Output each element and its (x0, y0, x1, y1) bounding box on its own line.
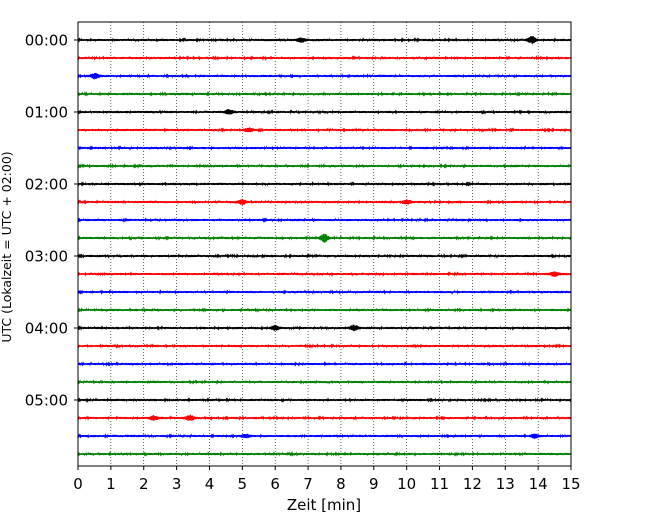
seismic-trace-23 (77, 451, 572, 457)
x-tick-label: 1 (106, 475, 116, 493)
seismic-traces (77, 36, 572, 457)
y-tick-label: 00:00 (25, 32, 68, 50)
y-tick-label: 04:00 (25, 320, 68, 338)
seismic-trace-8 (77, 181, 572, 187)
x-tick-label: 6 (270, 475, 280, 493)
x-tick-label: 5 (238, 475, 248, 493)
x-tick-label: 13 (496, 475, 515, 493)
seismic-trace-1 (77, 55, 572, 61)
x-tick-label: 15 (561, 475, 580, 493)
vertical-grid (110, 22, 539, 466)
seismic-trace-11 (77, 233, 572, 243)
x-tick-label: 3 (172, 475, 182, 493)
plot-frame (77, 21, 572, 467)
x-tick-label: 10 (397, 475, 416, 493)
seismic-trace-13 (77, 271, 572, 277)
x-tick-label: 0 (73, 475, 83, 493)
x-tick-label: 4 (205, 475, 215, 493)
seismic-trace-14 (77, 289, 572, 295)
seismic-trace-16 (77, 324, 572, 332)
x-tick-label: 12 (463, 475, 482, 493)
seismic-trace-6 (77, 145, 572, 151)
x-tick-label: 7 (303, 475, 313, 493)
seismic-trace-12 (77, 253, 572, 259)
seismic-trace-9 (77, 199, 572, 206)
seismic-trace-3 (77, 91, 572, 97)
y-tick-label: 01:00 (25, 104, 68, 122)
x-tick-label: 11 (430, 475, 449, 493)
axis-ticks: 0 1 2 3 4 5 6 7 8 9 10 11 12 13 14 1500:0001:0002:0003:… (25, 32, 581, 494)
x-tick-label: 14 (529, 475, 548, 493)
seismic-trace-18 (77, 361, 572, 367)
x-axis-label: Zeit [min] (287, 496, 361, 514)
x-tick-label: 8 (336, 475, 346, 493)
y-tick-label: 03:00 (25, 248, 68, 266)
seismic-trace-15 (77, 307, 572, 313)
y-tick-label: 05:00 (25, 392, 68, 410)
seismic-trace-21 (77, 414, 572, 421)
seismic-trace-2 (77, 72, 572, 80)
seismic-trace-4 (77, 109, 572, 115)
seismic-trace-22 (77, 433, 572, 439)
seismic-trace-20 (77, 397, 572, 403)
seismic-trace-0 (77, 36, 572, 45)
x-tick-label: 2 (139, 475, 149, 493)
seismic-trace-10 (77, 217, 572, 223)
y-tick-label: 02:00 (25, 176, 68, 194)
seismic-trace-19 (77, 379, 572, 385)
seismic-trace-7 (77, 163, 572, 169)
seismic-trace-5 (77, 127, 572, 133)
x-tick-label: 9 (369, 475, 379, 493)
y-axis-label: UTC (Lokalzeit = UTC + 02:00) (0, 151, 14, 342)
seismic-trace-17 (77, 343, 572, 349)
